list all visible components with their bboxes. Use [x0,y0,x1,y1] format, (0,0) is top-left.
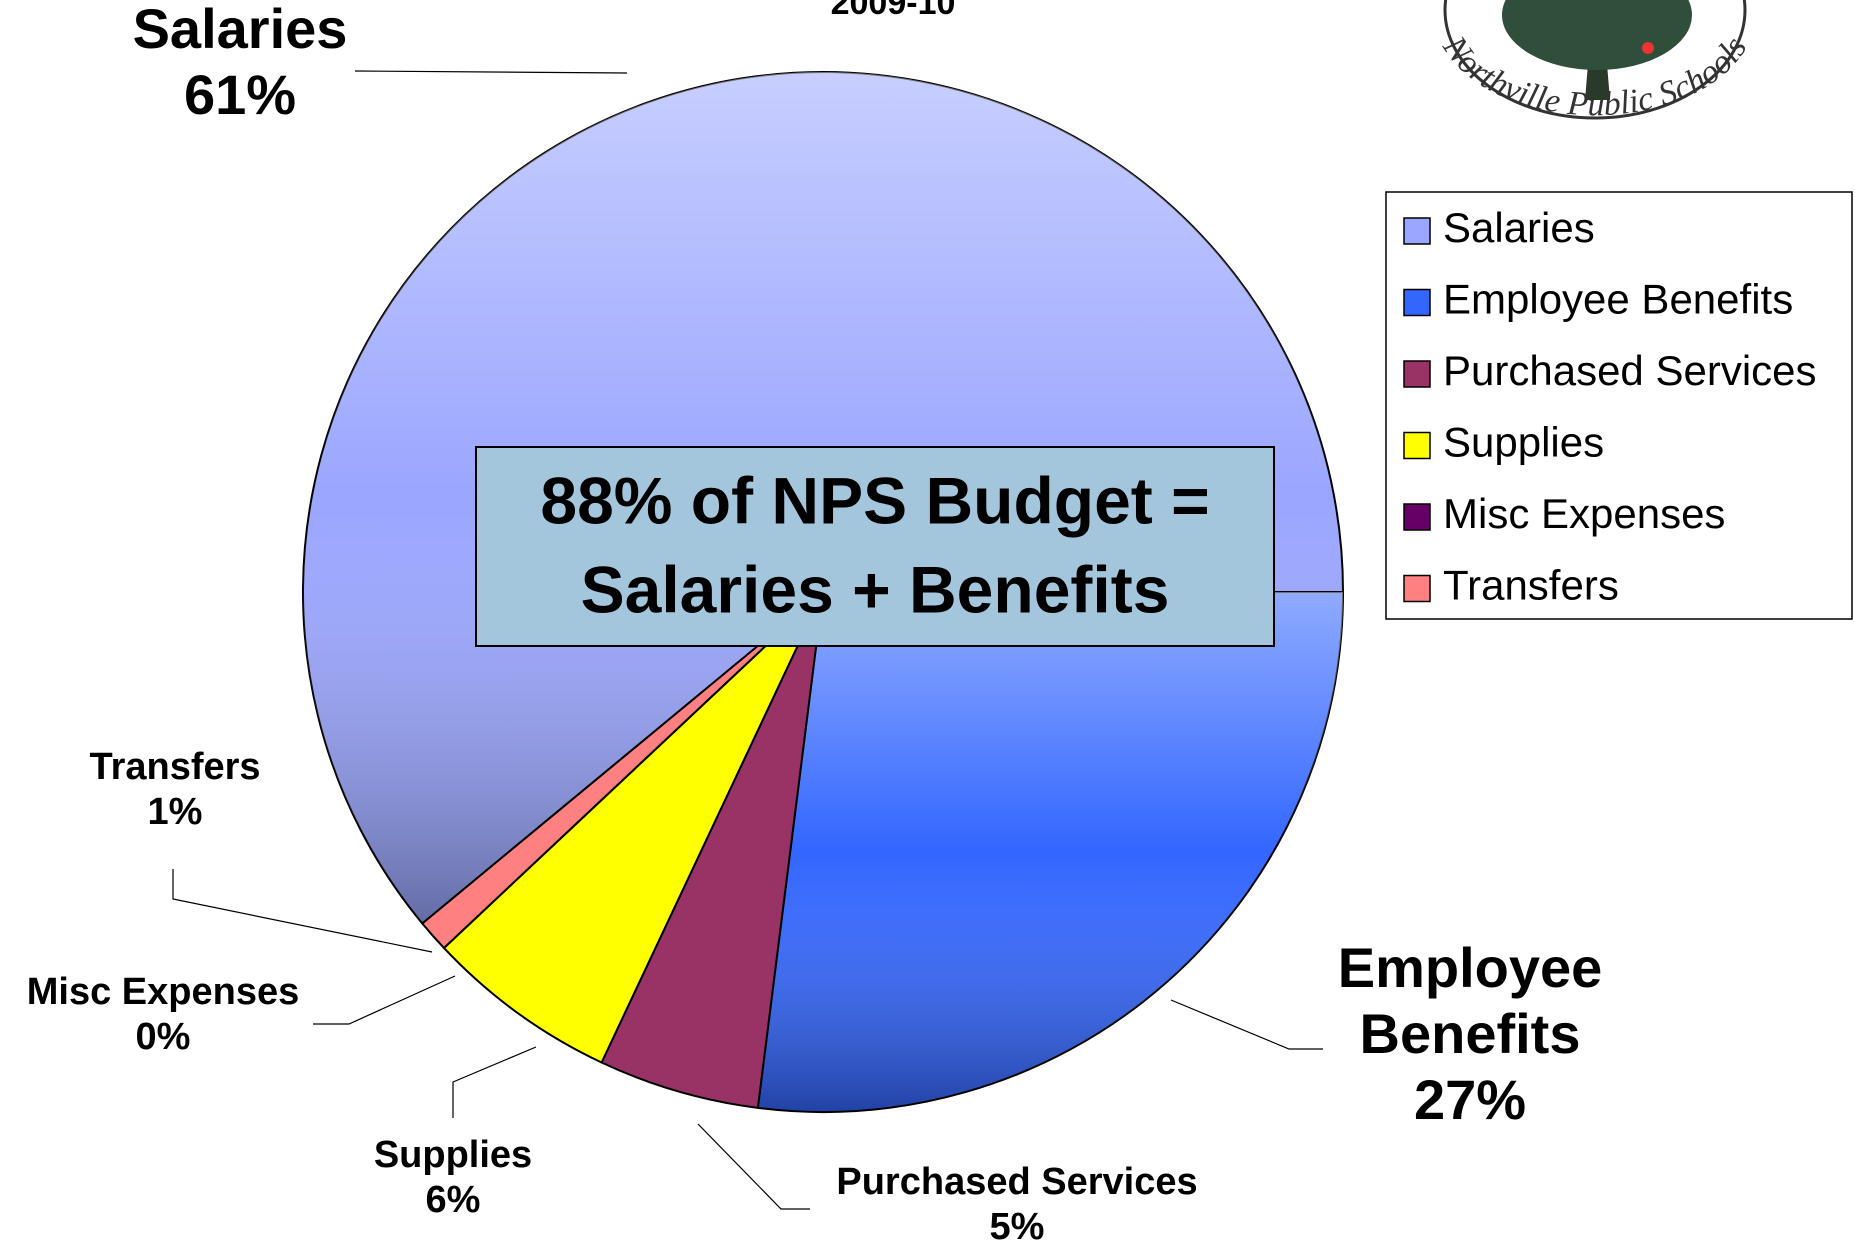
leader-line [354,70,628,74]
pie-slice [420,591,824,950]
logo-tree [1502,0,1692,70]
legend-label: Transfers [1443,562,1619,609]
chart-title: 2009-10 [831,0,956,22]
legend-label: Misc Expenses [1443,490,1725,537]
legend-swatch [1403,360,1431,388]
slice-label: Transfers 1% [25,745,325,835]
logo: Northville Public Schools [1435,0,1754,123]
legend-box [1385,191,1853,620]
slice-label-value: 5% [989,1205,1045,1248]
slice-label-name: Salaries [132,0,348,60]
slice-label: Misc Expenses 0% [0,970,333,1060]
slice-label-value: 61% [183,63,297,127]
slice-label: Purchased Services 5% [767,1160,1267,1250]
legend-swatch [1403,288,1431,317]
legend-swatch [1403,503,1431,531]
annotation-text: Salaries + Benefits [581,552,1170,626]
logo-apple [1642,42,1654,54]
slice-label: Supplies 6% [303,1133,603,1223]
pie-slice [600,591,824,1110]
legend-swatch [1403,217,1431,245]
legend-label: Purchased Services [1443,347,1817,394]
slice-label-value: 6% [425,1178,481,1221]
legend-label: Salaries [1443,204,1595,251]
legend-swatch [1403,574,1431,603]
slice-label-value: 0% [135,1015,191,1058]
slice-label: Employee Benefits 27% [1305,935,1635,1133]
legend-label: Employee Benefits [1443,276,1793,323]
leader-line [1170,999,1323,1050]
legend-label: Supplies [1443,419,1604,466]
leader-line [172,869,433,953]
annotation-box [475,446,1275,647]
slice-label-name: Transfers [89,746,261,788]
slice-label-value: 1% [147,790,203,833]
leader-line [697,1123,810,1210]
slice-label-name: Employee Benefits [1337,936,1603,1066]
slice-label: Salaries 61% [40,0,440,128]
leader-line [452,1046,537,1118]
slice-label-value: 27% [1413,1068,1527,1132]
annotation-text: 88% of NPS Budget = [540,463,1209,537]
slice-label-name: Misc Expenses [26,971,300,1013]
legend-swatch [1403,431,1431,460]
logo-ring [1443,0,1747,120]
pie-slice [442,591,824,1064]
slice-label-name: Supplies [373,1134,533,1176]
leader-line [313,975,456,1025]
slice-label-name: Purchased Services [836,1161,1198,1203]
slice-shade [757,592,1343,1112]
